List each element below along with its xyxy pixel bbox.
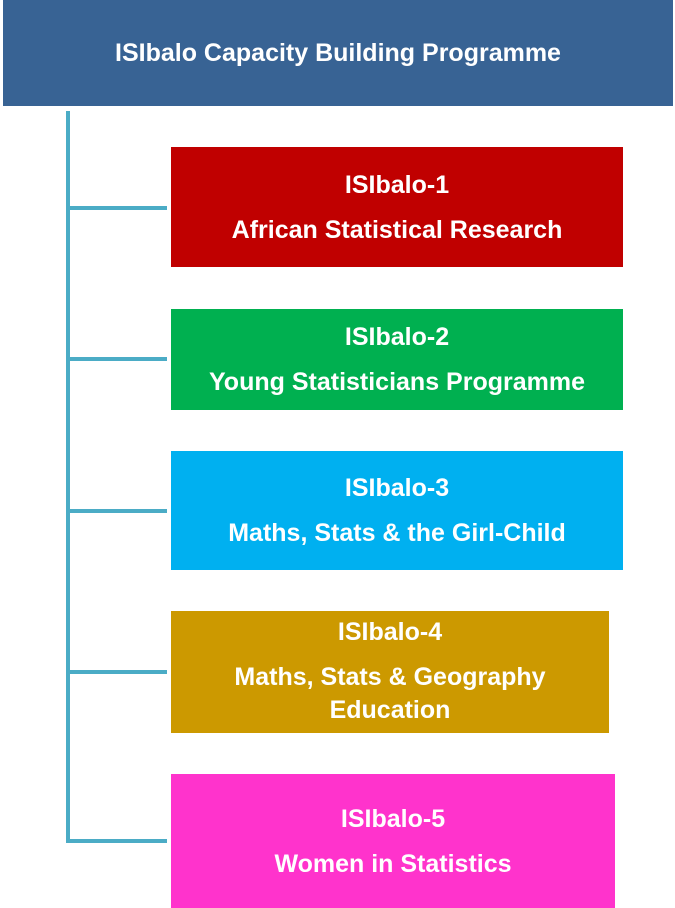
box-subtitle: Young Statisticians Programme xyxy=(208,368,585,396)
box-subtitle: Women in Statistics xyxy=(274,849,512,878)
programme-title: ISIbalo Capacity Building Programme xyxy=(115,38,561,67)
connector-branch xyxy=(66,670,167,674)
box-title: ISIbalo-5 xyxy=(340,804,446,833)
programme-header: ISIbalo Capacity Building Programme xyxy=(3,0,673,106)
isibalo-1-box: ISIbalo-1 African Statistical Research xyxy=(171,147,623,267)
isibalo-5-box: ISIbalo-5 Women in Statistics xyxy=(171,774,615,908)
isibalo-3-box: ISIbalo-3 Maths, Stats & the Girl-Child xyxy=(171,451,623,570)
box-subtitle: Maths, Stats & Geography Education xyxy=(234,663,546,724)
box-subtitle: African Statistical Research xyxy=(231,215,563,244)
box-subtitle: Maths, Stats & the Girl-Child xyxy=(228,519,566,547)
box-title: ISIbalo-3 xyxy=(344,474,450,502)
box-title: ISIbalo-4 xyxy=(337,618,443,646)
connector-branch xyxy=(66,839,167,843)
connector-branch xyxy=(66,357,167,361)
connector-branch xyxy=(66,206,167,210)
box-title: ISIbalo-2 xyxy=(344,323,450,351)
box-title: ISIbalo-1 xyxy=(344,170,450,199)
isibalo-4-box: ISIbalo-4 Maths, Stats & Geography Educa… xyxy=(171,611,609,733)
connector-trunk xyxy=(66,111,70,843)
connector-branch xyxy=(66,509,167,513)
isibalo-2-box: ISIbalo-2 Young Statisticians Programme xyxy=(171,309,623,410)
